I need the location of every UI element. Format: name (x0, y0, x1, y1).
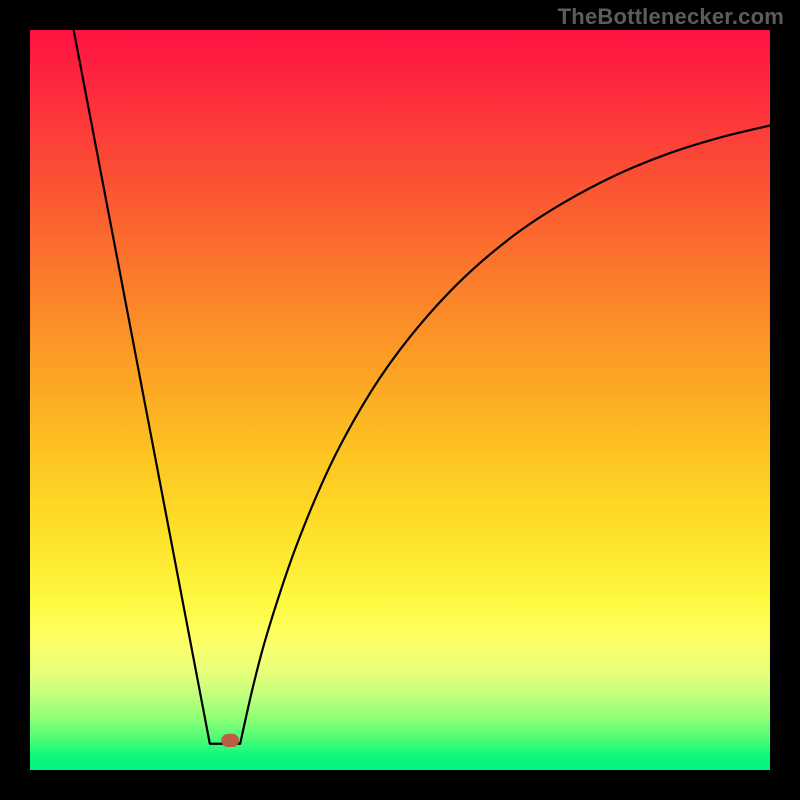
plot-area (30, 30, 770, 770)
curve-minimum-marker (221, 734, 239, 747)
chart-container: TheBottlenecker.com (0, 0, 800, 800)
watermark-text: TheBottlenecker.com (558, 4, 784, 30)
plot-svg (30, 30, 770, 770)
bottleneck-curve (74, 30, 770, 744)
